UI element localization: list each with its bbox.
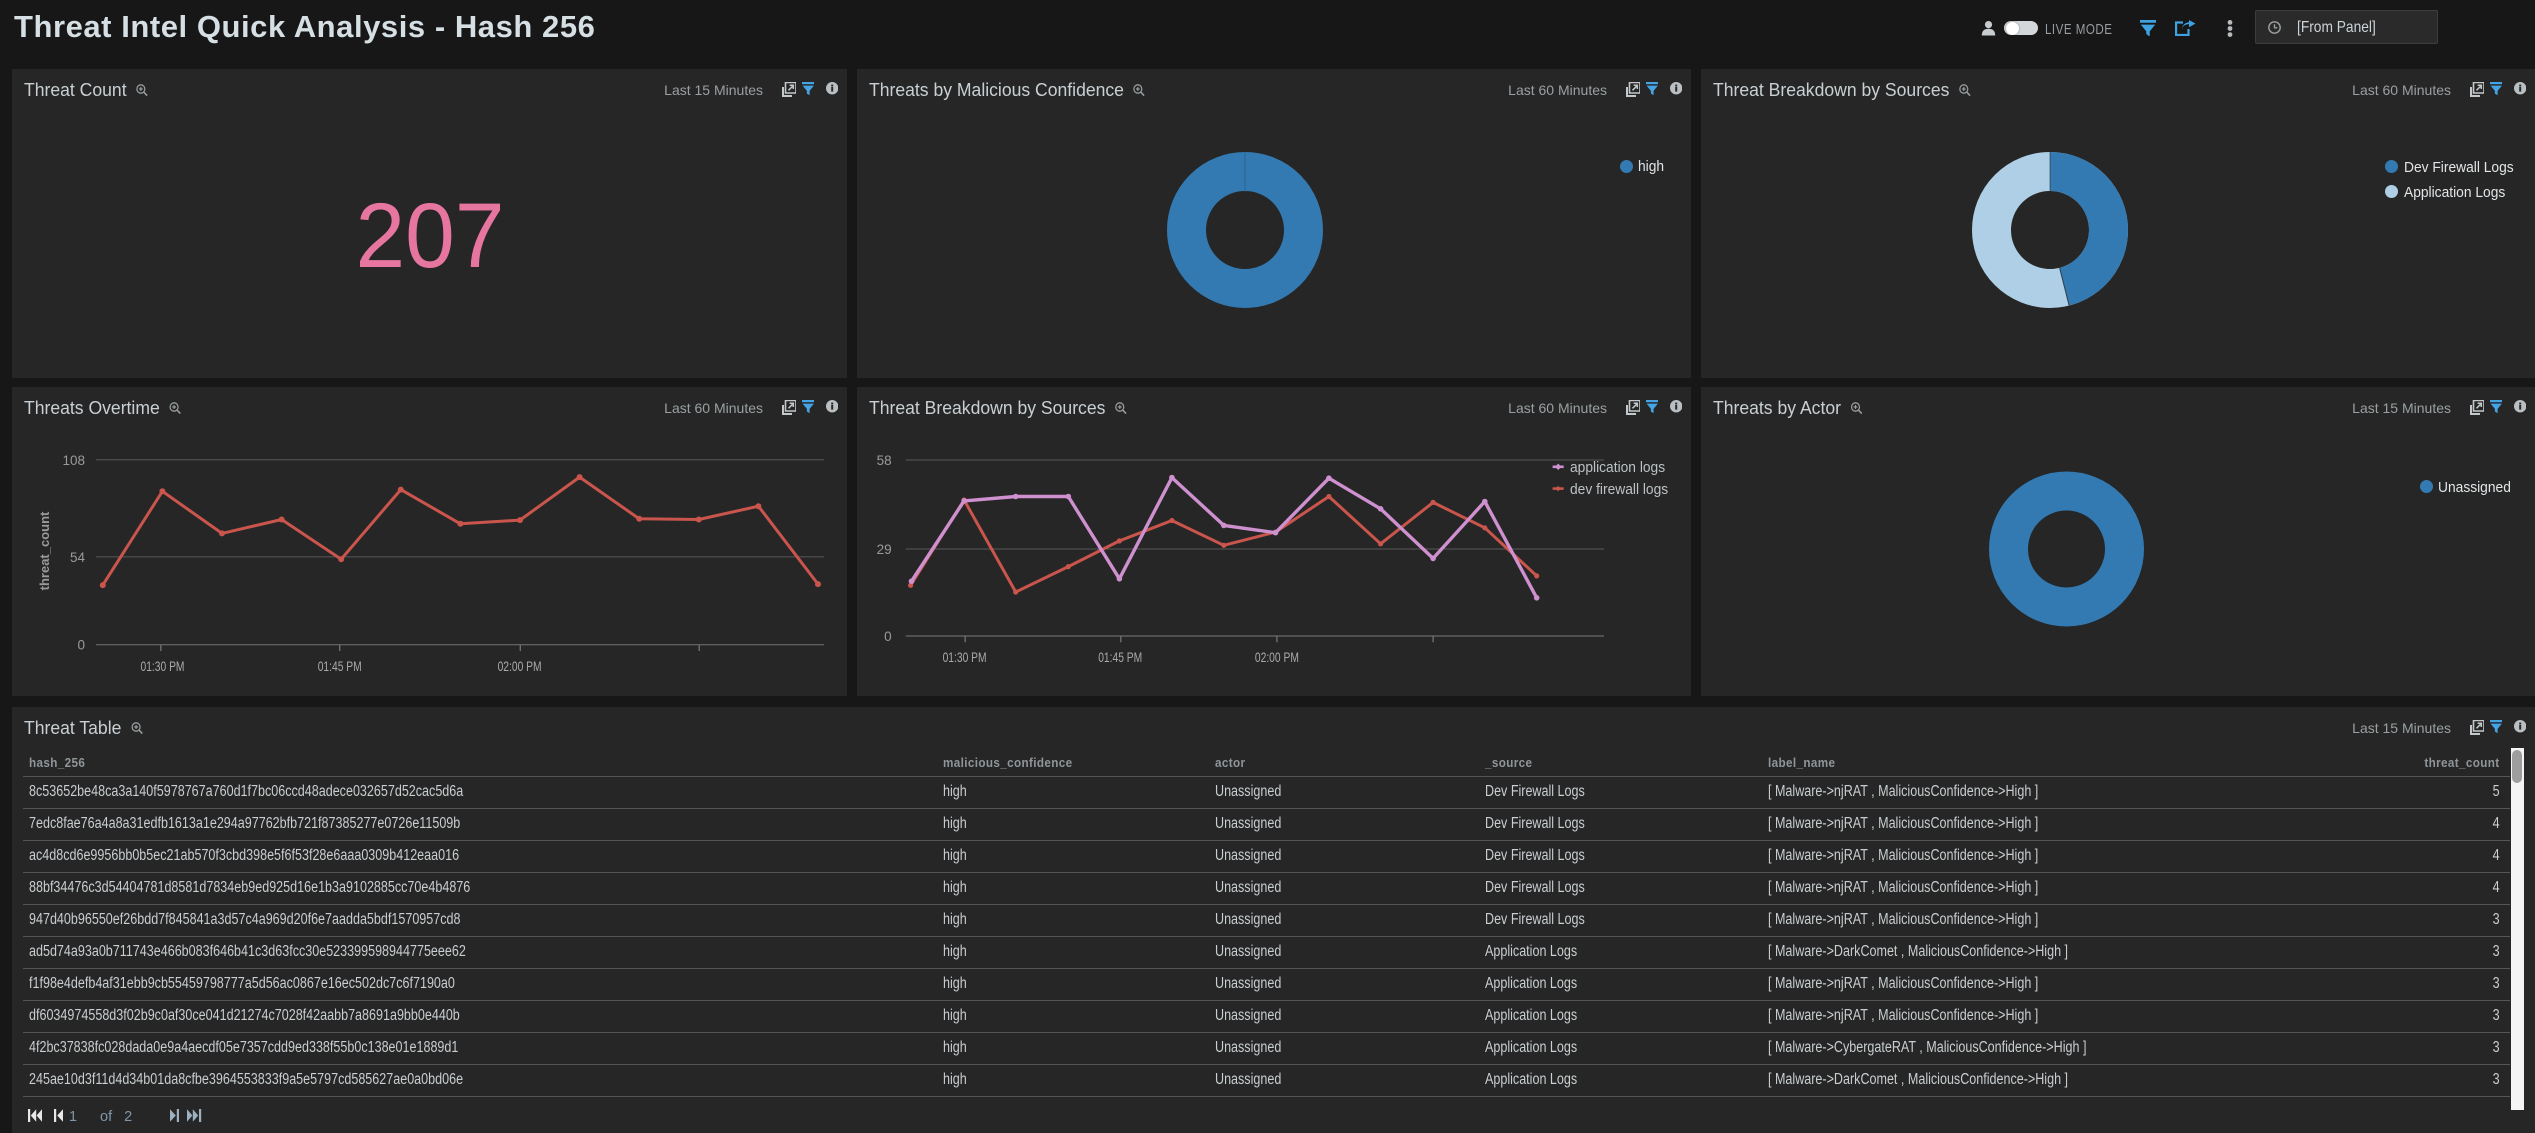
svg-text:0: 0 [77,638,85,653]
svg-text:threat_count: threat_count [37,511,52,590]
svg-text:58: 58 [877,453,892,468]
svg-text:01:45 PM: 01:45 PM [1098,649,1142,665]
svg-text:01:30 PM: 01:30 PM [141,658,185,674]
svg-text:108: 108 [62,453,85,468]
svg-text:0: 0 [884,629,892,644]
svg-text:01:45 PM: 01:45 PM [318,658,362,674]
svg-text:02:00 PM: 02:00 PM [498,658,542,674]
svg-text:29: 29 [877,542,892,557]
svg-text:01:30 PM: 01:30 PM [943,649,987,665]
svg-text:02:00 PM: 02:00 PM [1255,649,1299,665]
svg-text:54: 54 [70,550,86,565]
